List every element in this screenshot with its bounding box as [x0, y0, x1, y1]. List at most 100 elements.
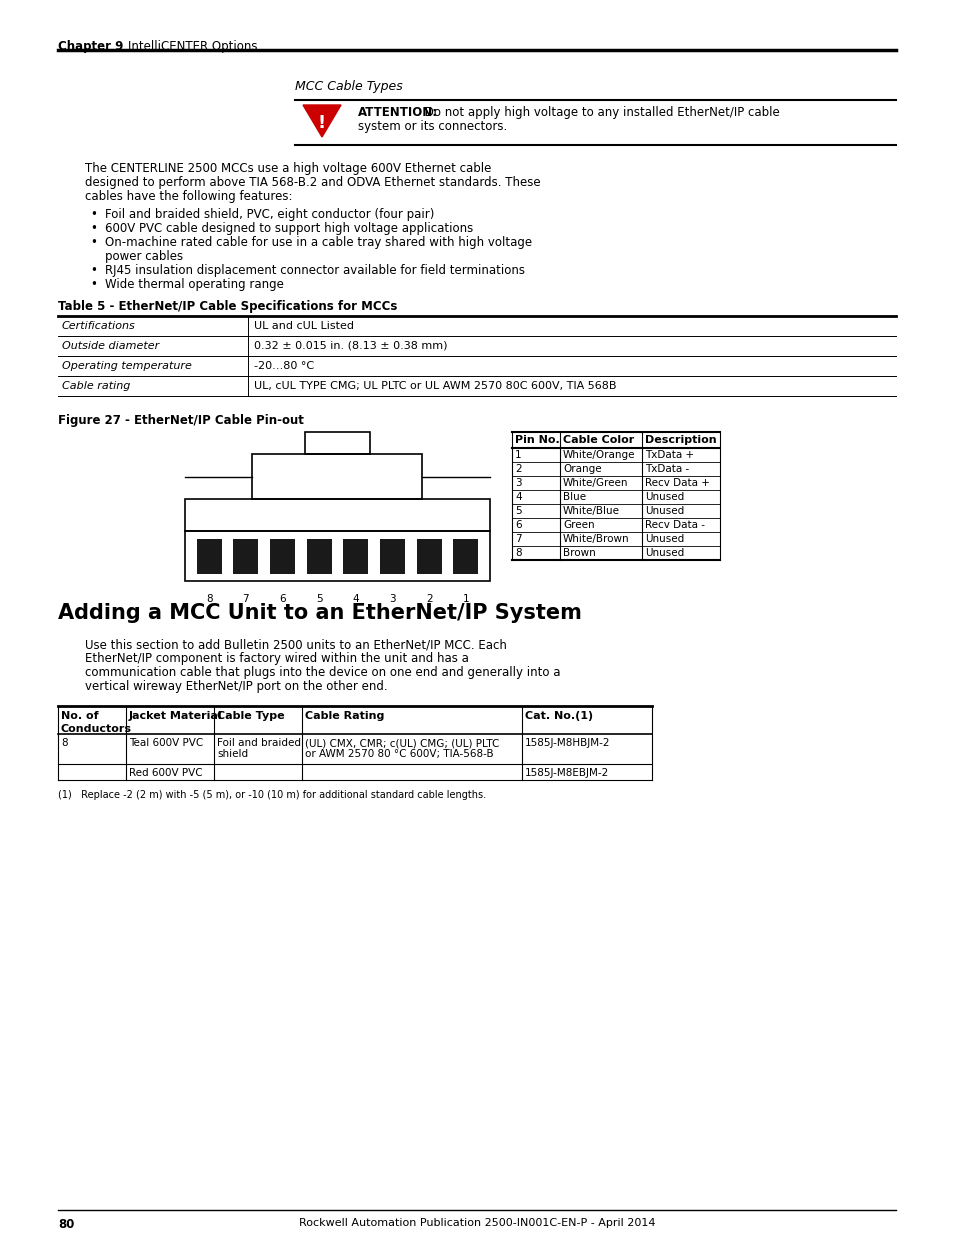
- Text: 1: 1: [515, 450, 521, 459]
- Bar: [270, 538, 294, 574]
- Text: Wide thermal operating range: Wide thermal operating range: [105, 278, 284, 291]
- Text: 5: 5: [315, 594, 322, 604]
- Text: Use this section to add Bulletin 2500 units to an EtherNet/IP MCC. Each: Use this section to add Bulletin 2500 un…: [85, 638, 506, 651]
- Polygon shape: [303, 105, 340, 137]
- Text: Foil and braided: Foil and braided: [216, 739, 301, 748]
- Text: vertical wireway EtherNet/IP port on the other end.: vertical wireway EtherNet/IP port on the…: [85, 680, 387, 693]
- Text: 80: 80: [58, 1218, 74, 1231]
- Text: •: •: [90, 278, 97, 291]
- Text: White/Orange: White/Orange: [562, 450, 635, 459]
- Text: 7: 7: [242, 594, 249, 604]
- Text: Cable Rating: Cable Rating: [305, 711, 384, 721]
- Text: RJ45 insulation displacement connector available for field terminations: RJ45 insulation displacement connector a…: [105, 264, 524, 277]
- Text: 6: 6: [515, 520, 521, 530]
- Text: 4: 4: [353, 594, 358, 604]
- Text: •: •: [90, 264, 97, 277]
- Bar: [306, 538, 332, 574]
- Bar: [379, 538, 405, 574]
- Text: Orange: Orange: [562, 464, 601, 474]
- Text: designed to perform above TIA 568-B.2 and ODVA Ethernet standards. These: designed to perform above TIA 568-B.2 an…: [85, 177, 540, 189]
- Text: Unused: Unused: [644, 492, 683, 501]
- Text: cables have the following features:: cables have the following features:: [85, 190, 293, 203]
- Text: IntelliCENTER Options: IntelliCENTER Options: [128, 40, 257, 53]
- Text: 4: 4: [515, 492, 521, 501]
- Text: Cable Type: Cable Type: [216, 711, 284, 721]
- Bar: [416, 538, 441, 574]
- Text: EtherNet/IP component is factory wired within the unit and has a: EtherNet/IP component is factory wired w…: [85, 652, 468, 664]
- Text: 0.32 ± 0.015 in. (8.13 ± 0.38 mm): 0.32 ± 0.015 in. (8.13 ± 0.38 mm): [253, 341, 447, 351]
- Text: Operating temperature: Operating temperature: [62, 361, 192, 370]
- Text: Recv Data -: Recv Data -: [644, 520, 704, 530]
- Text: 8: 8: [61, 739, 68, 748]
- Bar: [253, 454, 422, 499]
- Bar: [196, 538, 221, 574]
- Text: Description: Description: [644, 435, 716, 445]
- Text: 6: 6: [279, 594, 286, 604]
- Text: 1585J-M8HBJM-2: 1585J-M8HBJM-2: [524, 739, 610, 748]
- Text: TxData -: TxData -: [644, 464, 688, 474]
- Text: White/Brown: White/Brown: [562, 534, 629, 543]
- Text: Pin No.: Pin No.: [515, 435, 559, 445]
- Text: •: •: [90, 222, 97, 235]
- Text: system or its connectors.: system or its connectors.: [357, 120, 507, 133]
- Text: Red 600V PVC: Red 600V PVC: [129, 768, 202, 778]
- Text: Teal 600V PVC: Teal 600V PVC: [129, 739, 203, 748]
- Text: White/Blue: White/Blue: [562, 506, 619, 516]
- Text: 3: 3: [515, 478, 521, 488]
- Text: TxData +: TxData +: [644, 450, 694, 459]
- Text: Certifications: Certifications: [62, 321, 135, 331]
- Text: Unused: Unused: [644, 506, 683, 516]
- Text: 8: 8: [206, 594, 213, 604]
- Text: 1: 1: [462, 594, 469, 604]
- Bar: [453, 538, 477, 574]
- Text: Adding a MCC Unit to an EtherNet/IP System: Adding a MCC Unit to an EtherNet/IP Syst…: [58, 603, 581, 622]
- Bar: [343, 538, 368, 574]
- Text: 5: 5: [515, 506, 521, 516]
- Text: 3: 3: [389, 594, 395, 604]
- Text: Unused: Unused: [644, 534, 683, 543]
- Text: Green: Green: [562, 520, 594, 530]
- Text: Cat. No.(1): Cat. No.(1): [524, 711, 593, 721]
- Text: UL and cUL Listed: UL and cUL Listed: [253, 321, 354, 331]
- Text: MCC Cable Types: MCC Cable Types: [294, 80, 402, 93]
- Text: Blue: Blue: [562, 492, 585, 501]
- Text: Table 5 - EtherNet/IP Cable Specifications for MCCs: Table 5 - EtherNet/IP Cable Specificatio…: [58, 300, 397, 312]
- Text: Unused: Unused: [644, 548, 683, 558]
- Text: White/Green: White/Green: [562, 478, 628, 488]
- Text: Brown: Brown: [562, 548, 595, 558]
- Text: On-machine rated cable for use in a cable tray shared with high voltage: On-machine rated cable for use in a cabl…: [105, 236, 532, 249]
- Text: Chapter 9: Chapter 9: [58, 40, 123, 53]
- Text: Figure 27 - EtherNet/IP Cable Pin-out: Figure 27 - EtherNet/IP Cable Pin-out: [58, 414, 304, 427]
- Text: or AWM 2570 80 °C 600V; TIA-568-B: or AWM 2570 80 °C 600V; TIA-568-B: [305, 748, 493, 760]
- Text: Foil and braided shield, PVC, eight conductor (four pair): Foil and braided shield, PVC, eight cond…: [105, 207, 434, 221]
- Text: Cable rating: Cable rating: [62, 382, 131, 391]
- Text: 2: 2: [515, 464, 521, 474]
- Text: The CENTERLINE 2500 MCCs use a high voltage 600V Ethernet cable: The CENTERLINE 2500 MCCs use a high volt…: [85, 162, 491, 175]
- Bar: [233, 538, 258, 574]
- Text: •: •: [90, 207, 97, 221]
- Text: No. of: No. of: [61, 711, 98, 721]
- Text: •: •: [90, 236, 97, 249]
- Text: (1)   Replace -2 (2 m) with -5 (5 m), or -10 (10 m) for additional standard cabl: (1) Replace -2 (2 m) with -5 (5 m), or -…: [58, 790, 486, 800]
- Text: Jacket Material: Jacket Material: [129, 711, 222, 721]
- Text: Conductors: Conductors: [61, 724, 132, 734]
- Text: Recv Data +: Recv Data +: [644, 478, 709, 488]
- Text: power cables: power cables: [105, 249, 183, 263]
- Text: Rockwell Automation Publication 2500-IN001C-EN-P - April 2014: Rockwell Automation Publication 2500-IN0…: [298, 1218, 655, 1228]
- Bar: [185, 499, 490, 531]
- Text: 8: 8: [515, 548, 521, 558]
- Text: UL, cUL TYPE CMG; UL PLTC or UL AWM 2570 80C 600V, TIA 568B: UL, cUL TYPE CMG; UL PLTC or UL AWM 2570…: [253, 382, 616, 391]
- Text: -20…80 °C: -20…80 °C: [253, 361, 314, 370]
- Text: !: !: [317, 114, 326, 132]
- Bar: [185, 531, 490, 580]
- Bar: [305, 432, 370, 454]
- Text: shield: shield: [216, 748, 248, 760]
- Text: 1585J-M8EBJM-2: 1585J-M8EBJM-2: [524, 768, 609, 778]
- Text: 7: 7: [515, 534, 521, 543]
- Text: 600V PVC cable designed to support high voltage applications: 600V PVC cable designed to support high …: [105, 222, 473, 235]
- Text: ATTENTION:: ATTENTION:: [357, 106, 437, 119]
- Text: 2: 2: [425, 594, 432, 604]
- Text: (UL) CMX, CMR; c(UL) CMG; (UL) PLTC: (UL) CMX, CMR; c(UL) CMG; (UL) PLTC: [305, 739, 498, 748]
- Text: Do not apply high voltage to any installed EtherNet/IP cable: Do not apply high voltage to any install…: [420, 106, 779, 119]
- Text: Cable Color: Cable Color: [562, 435, 634, 445]
